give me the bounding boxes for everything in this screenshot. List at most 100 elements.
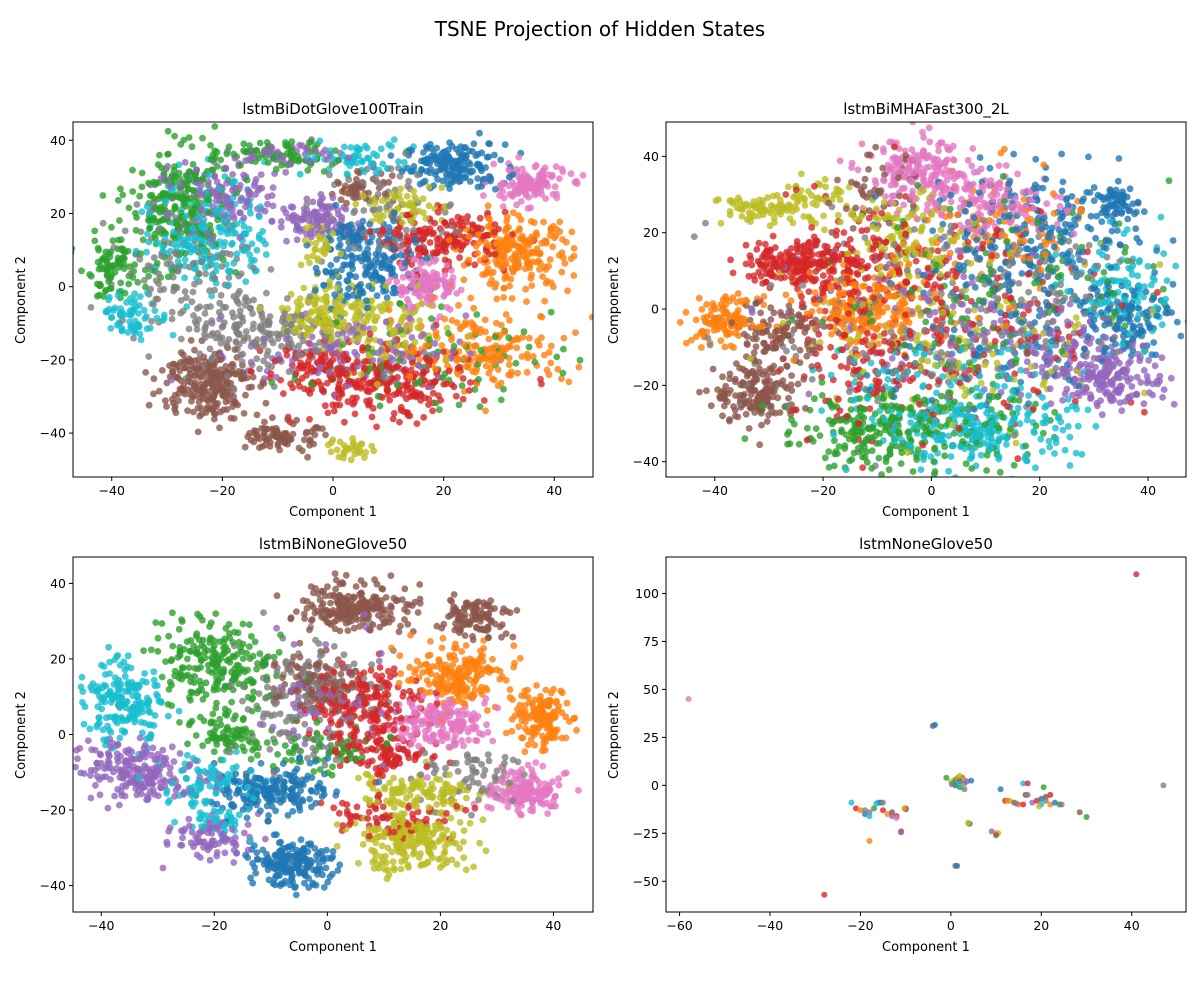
scatter-point — [515, 153, 523, 161]
scatter-point — [500, 284, 508, 292]
scatter-point — [517, 198, 525, 205]
scatter-point — [155, 270, 163, 278]
scatter-point — [406, 353, 414, 361]
scatter-point — [268, 379, 276, 386]
scatter-point — [223, 179, 231, 187]
scatter-point — [373, 292, 381, 300]
scatter-point — [888, 355, 896, 362]
scatter-point — [328, 335, 336, 342]
scatter-point — [171, 405, 179, 413]
scatter-point — [333, 256, 340, 263]
scatter-point — [220, 211, 228, 219]
scatter-point — [385, 260, 393, 267]
scatter-point — [346, 271, 353, 279]
scatter-point — [228, 186, 236, 194]
scatter-point — [442, 248, 450, 256]
scatter-point — [96, 280, 104, 288]
scatter-point — [212, 388, 220, 396]
scatter-point — [426, 159, 434, 167]
scatter-point — [217, 356, 225, 364]
scatter-point — [230, 313, 238, 321]
scatter-point — [536, 265, 543, 273]
scatter-point — [438, 184, 446, 192]
scatter-point — [279, 154, 287, 162]
scatter-point — [501, 328, 509, 336]
scatter-point — [1002, 162, 1010, 169]
scatter-point — [208, 292, 216, 300]
scatter-point — [956, 253, 964, 261]
scatter-point — [293, 221, 301, 229]
scatter-point — [385, 178, 393, 186]
scatter-point — [386, 201, 394, 209]
scatter-point — [269, 339, 277, 347]
scatter-point — [376, 210, 384, 218]
scatter-point — [263, 289, 270, 297]
scatter-point — [171, 249, 179, 256]
scatter-point — [365, 154, 373, 162]
scatter-point — [393, 381, 401, 389]
scatter-point — [285, 368, 293, 376]
scatter-point — [511, 253, 518, 261]
scatter-point — [282, 346, 290, 354]
scatter-point — [266, 313, 274, 320]
scatter-point — [272, 373, 280, 381]
scatter-point — [211, 286, 219, 294]
scatter-point — [821, 176, 829, 183]
scatter-point — [491, 221, 499, 228]
scatter-point — [484, 214, 492, 222]
scatter-point — [378, 275, 386, 283]
scatter-point — [241, 443, 249, 451]
scatter-point — [505, 182, 513, 190]
scatter-point — [1063, 406, 1071, 414]
scatter-point — [1151, 362, 1159, 370]
scatter-point — [193, 166, 200, 174]
scatter-point — [1027, 237, 1035, 245]
scatter-point — [217, 408, 224, 416]
scatter-point — [420, 368, 428, 376]
scatter-point — [352, 236, 360, 244]
scatter-point — [489, 375, 496, 383]
scatter-point — [216, 315, 224, 323]
scatter-point — [383, 242, 391, 250]
scatter-point — [334, 207, 342, 214]
scatter-point — [301, 436, 308, 444]
scatter-point — [317, 354, 325, 362]
scatter-point — [499, 188, 507, 195]
scatter-point — [1085, 153, 1092, 161]
scatter-point — [289, 357, 296, 364]
scatter-point — [103, 272, 111, 280]
scatter-point — [136, 192, 144, 200]
scatter-point — [403, 192, 411, 200]
scatter-point — [909, 122, 917, 126]
scatter-point — [366, 228, 374, 235]
scatter-point — [346, 230, 353, 238]
x-axis-label: Component 1 — [289, 505, 377, 520]
scatter-point — [337, 306, 344, 314]
scatter-point — [236, 312, 244, 320]
scatter-point — [292, 370, 300, 378]
scatter-point — [355, 152, 362, 160]
scatter-point — [210, 254, 218, 262]
scatter-point — [230, 215, 238, 222]
scatter-point — [113, 321, 121, 329]
scatter-point — [545, 171, 552, 179]
scatter-point — [994, 365, 1002, 373]
scatter-point — [505, 361, 513, 368]
scatter-point — [537, 187, 545, 194]
scatter-point — [224, 230, 231, 238]
scatter-point — [445, 367, 453, 375]
scatter-point — [204, 402, 212, 410]
scatter-point — [450, 383, 458, 391]
scatter-point — [361, 364, 369, 372]
scatter-point — [247, 358, 255, 366]
scatter-point — [465, 361, 472, 369]
scatter-point — [965, 366, 973, 374]
scatter-point — [157, 175, 165, 182]
scatter-point — [319, 194, 326, 202]
scatter-point — [281, 310, 289, 317]
scatter-point — [523, 350, 531, 358]
scatter-point — [268, 363, 275, 371]
scatter-point — [193, 326, 201, 333]
scatter-point — [305, 358, 312, 365]
scatter-point — [253, 427, 260, 435]
